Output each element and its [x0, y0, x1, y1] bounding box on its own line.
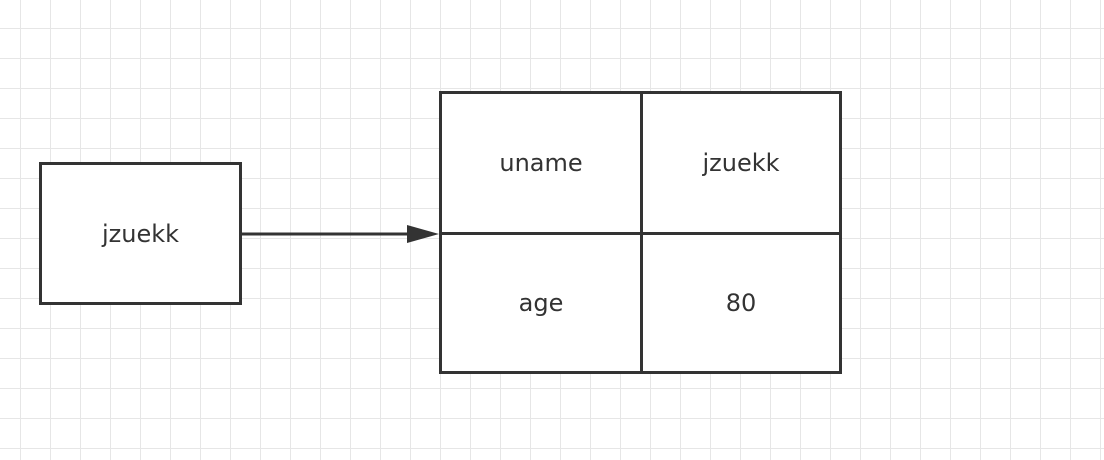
table-cell-value: 80 [643, 235, 839, 371]
object-table: uname jzuekk age 80 [439, 91, 842, 374]
arrow-head [407, 225, 439, 243]
cell-text: age [518, 289, 564, 317]
cell-text: 80 [725, 289, 757, 317]
variable-label: jzuekk [101, 219, 180, 248]
table-cell-key: uname [442, 94, 640, 232]
table-cell-value: jzuekk [643, 94, 839, 232]
variable-box: jzuekk [39, 162, 242, 305]
table-row-divider [442, 232, 839, 235]
cell-text: uname [499, 149, 583, 177]
table-cell-key: age [442, 235, 640, 371]
cell-text: jzuekk [702, 149, 780, 177]
